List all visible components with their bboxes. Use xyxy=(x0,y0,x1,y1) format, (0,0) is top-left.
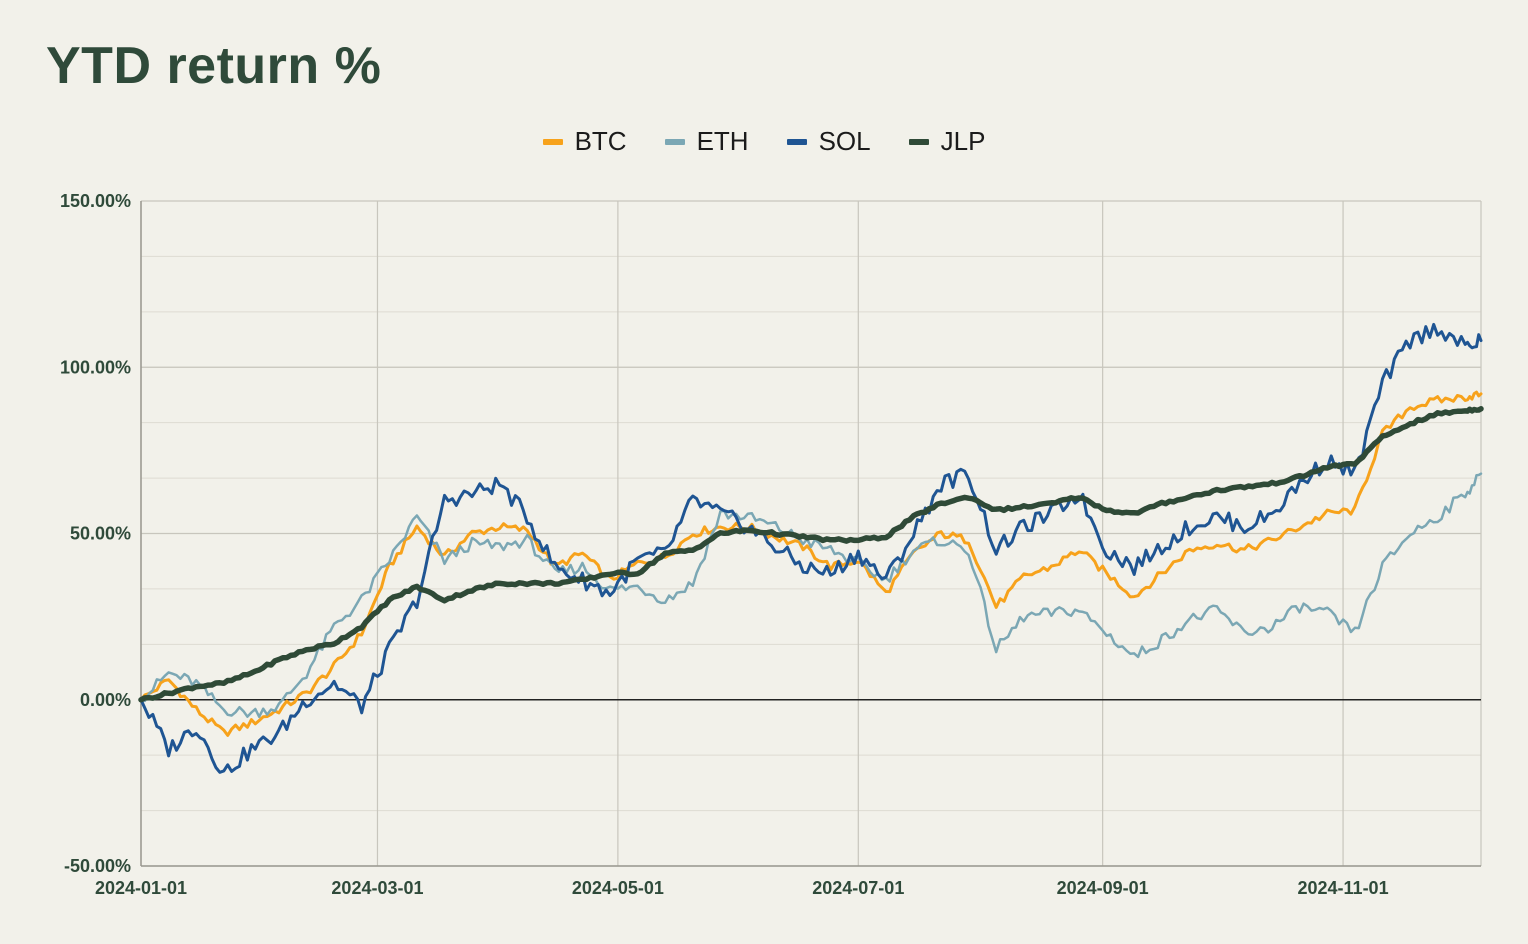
x-tick-label: 2024-03-01 xyxy=(331,878,423,898)
legend-item-eth: ETH xyxy=(664,126,749,157)
legend: BTC ETH SOL JLP xyxy=(0,126,1528,157)
legend-item-jlp: JLP xyxy=(908,126,986,157)
x-tick-label: 2024-07-01 xyxy=(812,878,904,898)
x-tick-label: 2024-01-01 xyxy=(95,878,187,898)
y-tick-label: 100.00% xyxy=(60,357,131,377)
legend-item-sol: SOL xyxy=(786,126,871,157)
series-line-sol xyxy=(139,322,1483,774)
series-line-jlp xyxy=(138,406,1484,703)
x-tick-label: 2024-05-01 xyxy=(572,878,664,898)
x-tick-label: 2024-11-01 xyxy=(1298,878,1389,898)
legend-label: BTC xyxy=(574,126,627,156)
legend-label: SOL xyxy=(818,126,871,156)
series-line-eth xyxy=(139,472,1483,719)
legend-swatch xyxy=(786,138,807,145)
legend-swatch xyxy=(664,138,685,145)
y-tick-label: 0.00% xyxy=(80,690,131,710)
legend-item-btc: BTC xyxy=(542,126,627,157)
y-tick-label: -50.00% xyxy=(64,856,131,876)
legend-label: ETH xyxy=(696,126,749,156)
legend-swatch xyxy=(542,138,563,145)
legend-swatch xyxy=(908,138,929,145)
legend-label: JLP xyxy=(940,126,986,156)
y-tick-label: 50.00% xyxy=(70,524,131,544)
chart-title: YTD return % xyxy=(46,37,382,95)
x-tick-label: 2024-09-01 xyxy=(1057,878,1149,898)
y-tick-label: 150.00% xyxy=(60,191,131,211)
